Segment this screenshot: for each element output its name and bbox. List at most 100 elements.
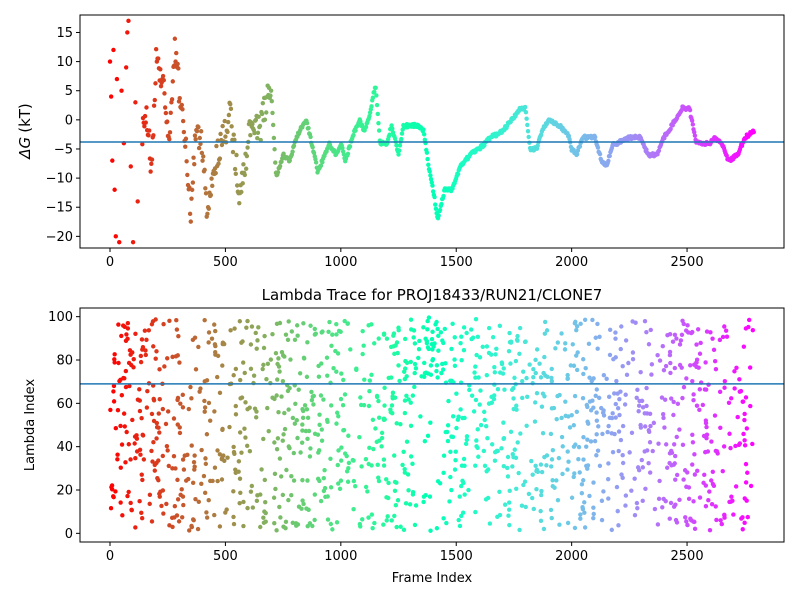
lambda-point [191,460,197,465]
delta-g-point [574,152,580,157]
delta-g-point [396,152,401,157]
lambda-point [694,342,699,347]
lambda-point [137,408,143,414]
lambda-point [560,471,565,477]
lambda-point [578,321,583,326]
lambda-point [560,444,565,449]
lambda-point [740,515,745,520]
lambda-point [740,527,745,532]
lambda-point [671,412,676,418]
lambda-point [607,352,613,358]
lambda-point [111,383,117,389]
lambda-point [662,425,667,430]
delta-g-point [668,126,673,132]
lambda-point [642,319,648,324]
lambda-point [691,398,696,403]
lambda-point [601,408,606,413]
lambda-point [706,498,711,503]
lambda-point [237,500,242,506]
lambda-point [413,503,419,508]
lambda-point [554,478,559,483]
lambda-point [434,363,440,368]
delta-g-point [607,153,612,159]
lambda-point [742,443,748,448]
lambda-point [656,441,661,446]
lambda-point [457,523,463,529]
lambda-point [206,497,211,503]
lambda-point [304,407,310,412]
lambda-point [626,360,631,366]
lambda-point [501,420,506,425]
lambda-point [581,478,586,483]
lambda-point [644,403,649,409]
lambda-point [690,462,695,467]
lambda-point [620,423,626,429]
lambda-point [723,328,729,333]
lambda-point [459,483,464,489]
lambda-point [697,351,703,356]
lambda-point [590,398,595,403]
delta-g-point [190,180,196,185]
lambda-point [508,361,513,366]
delta-g-x-ticks: 0 500 1000 1500 2000 2500 [106,248,704,270]
delta-g-point [692,129,697,135]
lambda-point [289,473,294,479]
lambda-point [140,432,145,438]
lambda-point [280,438,285,443]
delta-g-point [230,149,236,155]
lambda-point [381,463,387,468]
lambda-point [677,497,682,502]
lambda-point [587,493,592,499]
lambda-point [729,494,734,499]
lambda-point [680,395,685,401]
lambda-point [316,450,321,455]
lambda-point [750,328,756,333]
lambda-point [582,317,588,322]
delta-g-point [142,113,148,119]
lambda-point [410,393,416,398]
lambda-point [293,401,298,406]
lambda-point [475,334,481,340]
delta-g-point [291,143,297,148]
lambda-point [581,435,586,440]
lambda-point [508,429,514,435]
lambda-point [428,420,433,425]
delta-g-point [209,176,214,181]
lambda-point [469,393,475,398]
lambda-point [609,527,614,533]
lambda-point [459,357,464,363]
lambda-point [742,438,747,443]
delta-g-point [146,133,151,138]
lambda-point [302,403,308,408]
lambda-point [147,492,153,497]
lambda-point [457,494,462,499]
lambda-point [255,493,260,498]
delta-g-point [308,134,313,140]
lambda-point [274,528,279,533]
lambda-point [677,362,683,368]
lambda-point [353,483,358,489]
lambda-point [308,446,313,451]
lambda-point [125,326,131,331]
lambda-point [326,329,331,334]
delta-g-point [256,114,261,119]
delta-g-point [130,239,136,245]
lambda-point [614,484,620,490]
lambda-point [358,395,363,400]
lambda-point [327,319,332,325]
lambda-point [445,423,451,428]
lambda-point [629,488,634,493]
delta-g-point [526,134,531,140]
lambda-point [501,435,507,441]
lambda-point [423,492,428,498]
lambda-point [495,514,500,520]
lambda-point [439,370,444,376]
lambda-point [156,411,161,416]
lambda-point [425,318,430,324]
lambda-point [741,431,746,437]
lambda-point [172,504,178,509]
lambda-point [582,510,587,515]
lambda-point [376,398,381,404]
lambda-point [130,350,135,355]
delta-g-point [527,140,532,145]
